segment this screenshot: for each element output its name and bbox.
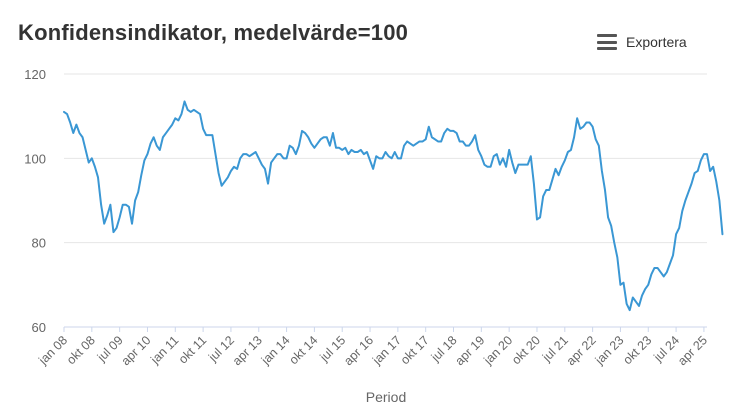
x-tick-label: apr 13 bbox=[230, 333, 265, 368]
hamburger-menu-icon bbox=[597, 34, 617, 50]
chart-title: Konfidensindikator, medelvärde=100 bbox=[18, 20, 409, 45]
export-button[interactable]: Exportera bbox=[597, 30, 687, 54]
y-tick-label: 80 bbox=[32, 236, 46, 251]
x-tick-label: apr 25 bbox=[675, 333, 710, 368]
x-tick-label: apr 22 bbox=[564, 333, 599, 368]
x-tick-label: apr 10 bbox=[119, 333, 154, 368]
x-tick-label: okt 17 bbox=[398, 333, 432, 367]
x-tick-label: okt 14 bbox=[287, 333, 321, 367]
x-tick-label: jan 17 bbox=[369, 333, 404, 368]
y-tick-labels: 60 80 100 120 bbox=[24, 67, 46, 335]
x-tick-label: jan 11 bbox=[147, 333, 181, 367]
x-tick-label: jan 08 bbox=[35, 333, 70, 368]
x-tick-label: okt 08 bbox=[64, 333, 98, 367]
x-tick-label: apr 16 bbox=[341, 333, 376, 368]
x-tick-label: jan 20 bbox=[481, 333, 516, 368]
series-line bbox=[63, 100, 724, 312]
x-tick-label: jan 14 bbox=[258, 333, 293, 368]
x-tick-label: okt 11 bbox=[176, 333, 209, 366]
x-tick-label: okt 23 bbox=[620, 333, 654, 367]
y-tick-label: 100 bbox=[24, 151, 46, 166]
x-tick-label: jan 23 bbox=[592, 333, 627, 368]
x-axis bbox=[63, 327, 705, 332]
y-tick-label: 120 bbox=[24, 67, 46, 82]
export-label: Exportera bbox=[626, 34, 687, 50]
x-tick-label: apr 19 bbox=[452, 333, 487, 368]
series-lines bbox=[63, 100, 724, 312]
y-tick-label: 60 bbox=[32, 320, 46, 335]
x-tick-label: okt 20 bbox=[509, 333, 543, 367]
x-axis-title: Period bbox=[366, 389, 406, 405]
y-grid bbox=[64, 73, 707, 328]
